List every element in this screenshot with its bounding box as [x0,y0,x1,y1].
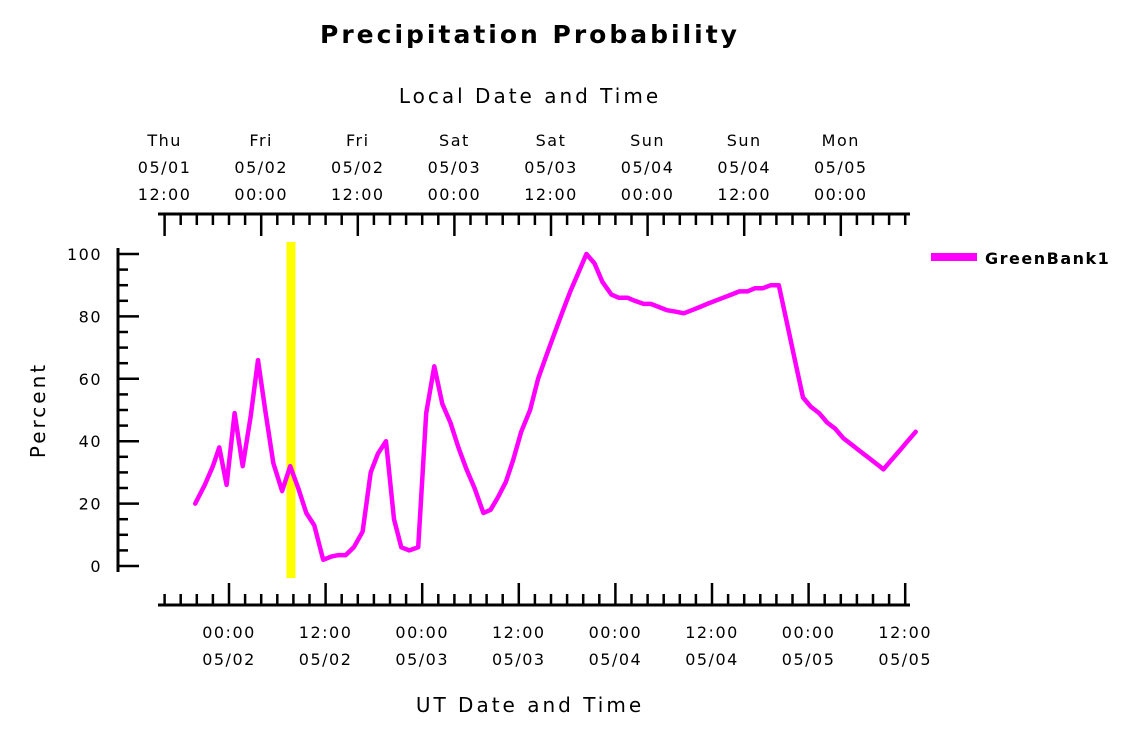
legend: GreenBank1 [931,249,1110,268]
top-tick-time: 12:00 [138,185,192,204]
bottom-tick-date: 05/02 [299,650,353,669]
y-tick-label: 0 [90,557,102,576]
y-axis-title: Percent [26,362,50,458]
top-tick-time: 12:00 [524,185,578,204]
bottom-tick-date: 05/05 [878,650,932,669]
top-tick-time: 00:00 [428,185,482,204]
bottom-axis: 00:00 05/02 12:00 05/02 00:00 05/03 12:00 05/03… [158,583,932,669]
top-tick-date: 05/02 [331,158,385,177]
top-tick-day: Fri [346,131,370,150]
bottom-tick-date: 05/04 [685,650,739,669]
top-tick-time: 00:00 [621,185,675,204]
top-tick-day: Sun [727,131,762,150]
top-tick-date: 05/04 [717,158,771,177]
bottom-tick-time: 00:00 [589,623,643,642]
top-tick-date: 05/05 [814,158,868,177]
top-tick-day: Thu [146,131,182,150]
top-tick-time: 12:00 [331,185,385,204]
bottom-tick-time: 00:00 [395,623,449,642]
y-tick-label: 80 [79,307,102,326]
chart-title: Precipitation Probability [320,20,740,49]
y-tick-label: 100 [67,245,102,264]
bottom-tick-date: 05/04 [589,650,643,669]
y-axis: 0 20 40 60 80 100 [67,245,139,576]
legend-label: GreenBank1 [985,249,1110,268]
y-tick-label: 60 [79,370,102,389]
top-tick-day: Fri [249,131,273,150]
y-tick-label: 40 [79,432,102,451]
bottom-tick-time: 00:00 [782,623,836,642]
current-time-marker [286,242,296,578]
top-axis: Thu 05/01 12:00 Fri 05/02 00:00 Fri 05/02 12:00 S… [138,131,910,236]
series-group [192,251,918,563]
top-tick-day: Sun [630,131,665,150]
bottom-tick-time: 12:00 [492,623,546,642]
bottom-tick-date: 05/03 [395,650,449,669]
bottom-tick-date: 05/05 [782,650,836,669]
top-axis-title: Local Date and Time [399,84,661,108]
top-tick-day: Mon [822,131,860,150]
top-tick-date: 05/02 [234,158,288,177]
top-tick-date: 05/03 [428,158,482,177]
top-tick-date: 05/01 [138,158,192,177]
x-axis-title: UT Date and Time [416,693,644,717]
bottom-tick-time: 12:00 [299,623,353,642]
series-line-greenbank1 [192,251,918,563]
top-tick-date: 05/03 [524,158,578,177]
top-tick-date: 05/04 [621,158,675,177]
top-tick-day: Sat [439,131,470,150]
bottom-tick-time: 12:00 [685,623,739,642]
top-tick-time: 00:00 [814,185,868,204]
bottom-tick-time: 12:00 [878,623,932,642]
bottom-tick-time: 00:00 [202,623,256,642]
top-tick-time: 12:00 [717,185,771,204]
top-tick-day: Sat [536,131,567,150]
y-tick-label: 20 [79,495,102,514]
bottom-tick-date: 05/03 [492,650,546,669]
top-tick-time: 00:00 [234,185,288,204]
bottom-tick-date: 05/02 [202,650,256,669]
